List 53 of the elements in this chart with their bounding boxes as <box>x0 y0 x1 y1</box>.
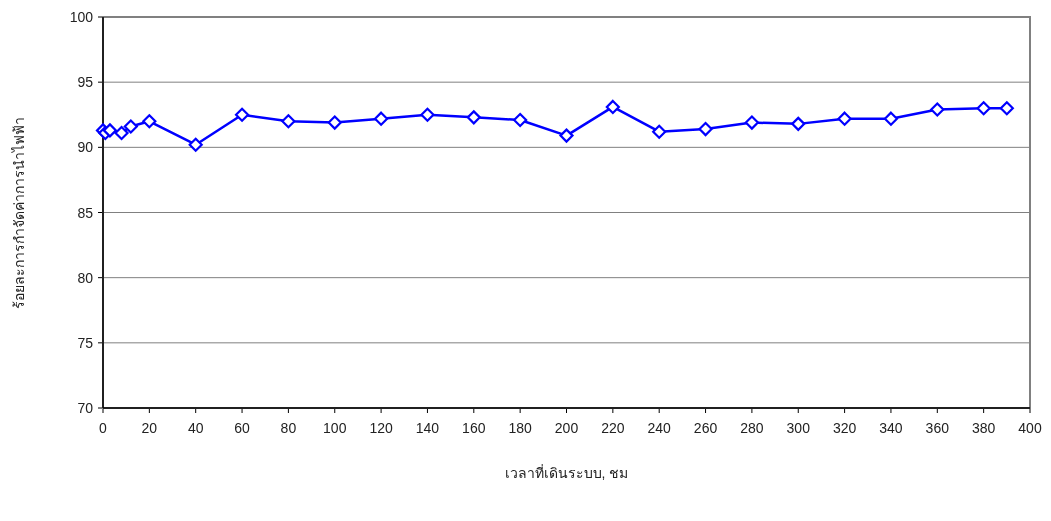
y-tick-label: 95 <box>77 74 94 91</box>
point <box>374 111 389 126</box>
x-tick-label: 320 <box>832 420 857 436</box>
x-tick-label: 400 <box>1018 420 1042 436</box>
x-tick-label: 20 <box>141 420 158 436</box>
point <box>142 114 157 129</box>
x-tick-label: 300 <box>786 420 811 436</box>
point <box>466 110 481 125</box>
x-tick-label: 340 <box>879 420 903 436</box>
point <box>652 124 667 139</box>
y-tick-label: 90 <box>77 139 94 156</box>
y-tick-label: 100 <box>69 9 94 25</box>
point <box>327 115 342 130</box>
point <box>605 99 620 115</box>
point <box>883 111 899 126</box>
point <box>791 116 806 131</box>
x-tick-label: 360 <box>925 420 950 436</box>
x-tick-label: 260 <box>693 420 718 436</box>
x-tick-label: 220 <box>601 420 625 436</box>
x-tick-label: 280 <box>740 420 764 436</box>
point <box>837 111 852 126</box>
point <box>102 123 118 138</box>
x-tick-label: 0 <box>99 420 108 436</box>
x-tick-label: 120 <box>369 420 393 436</box>
x-tick-label: 140 <box>415 420 440 436</box>
point <box>513 112 528 128</box>
y-tick-label: 75 <box>77 334 94 351</box>
x-tick-label: 240 <box>647 420 672 436</box>
x-tick-label: 40 <box>187 420 204 436</box>
point <box>744 115 759 130</box>
point <box>420 107 435 122</box>
x-tick-label: 80 <box>280 420 297 436</box>
point <box>123 119 138 134</box>
y-axis-title: ร้อยละการกำจัดค่าการนำไฟฟ้า <box>11 116 27 309</box>
y-tick-label: 80 <box>77 269 94 286</box>
x-tick-label: 100 <box>323 420 347 436</box>
x-axis-title: เวลาที่เดินระบบ, ชม <box>504 464 629 481</box>
y-tick-label: 70 <box>77 400 94 416</box>
point <box>999 101 1014 116</box>
x-tick-label: 200 <box>554 420 579 436</box>
point <box>976 101 991 116</box>
point <box>698 121 713 137</box>
point <box>234 107 250 122</box>
x-tick-label: 60 <box>234 420 251 436</box>
point <box>281 114 296 129</box>
y-tick-label: 85 <box>77 204 94 221</box>
point <box>188 137 203 152</box>
point <box>930 102 945 117</box>
x-tick-label: 380 <box>971 420 996 436</box>
x-tick-label: 160 <box>462 420 486 436</box>
x-tick-label: 180 <box>508 420 533 436</box>
point <box>559 128 574 143</box>
point <box>114 125 129 141</box>
